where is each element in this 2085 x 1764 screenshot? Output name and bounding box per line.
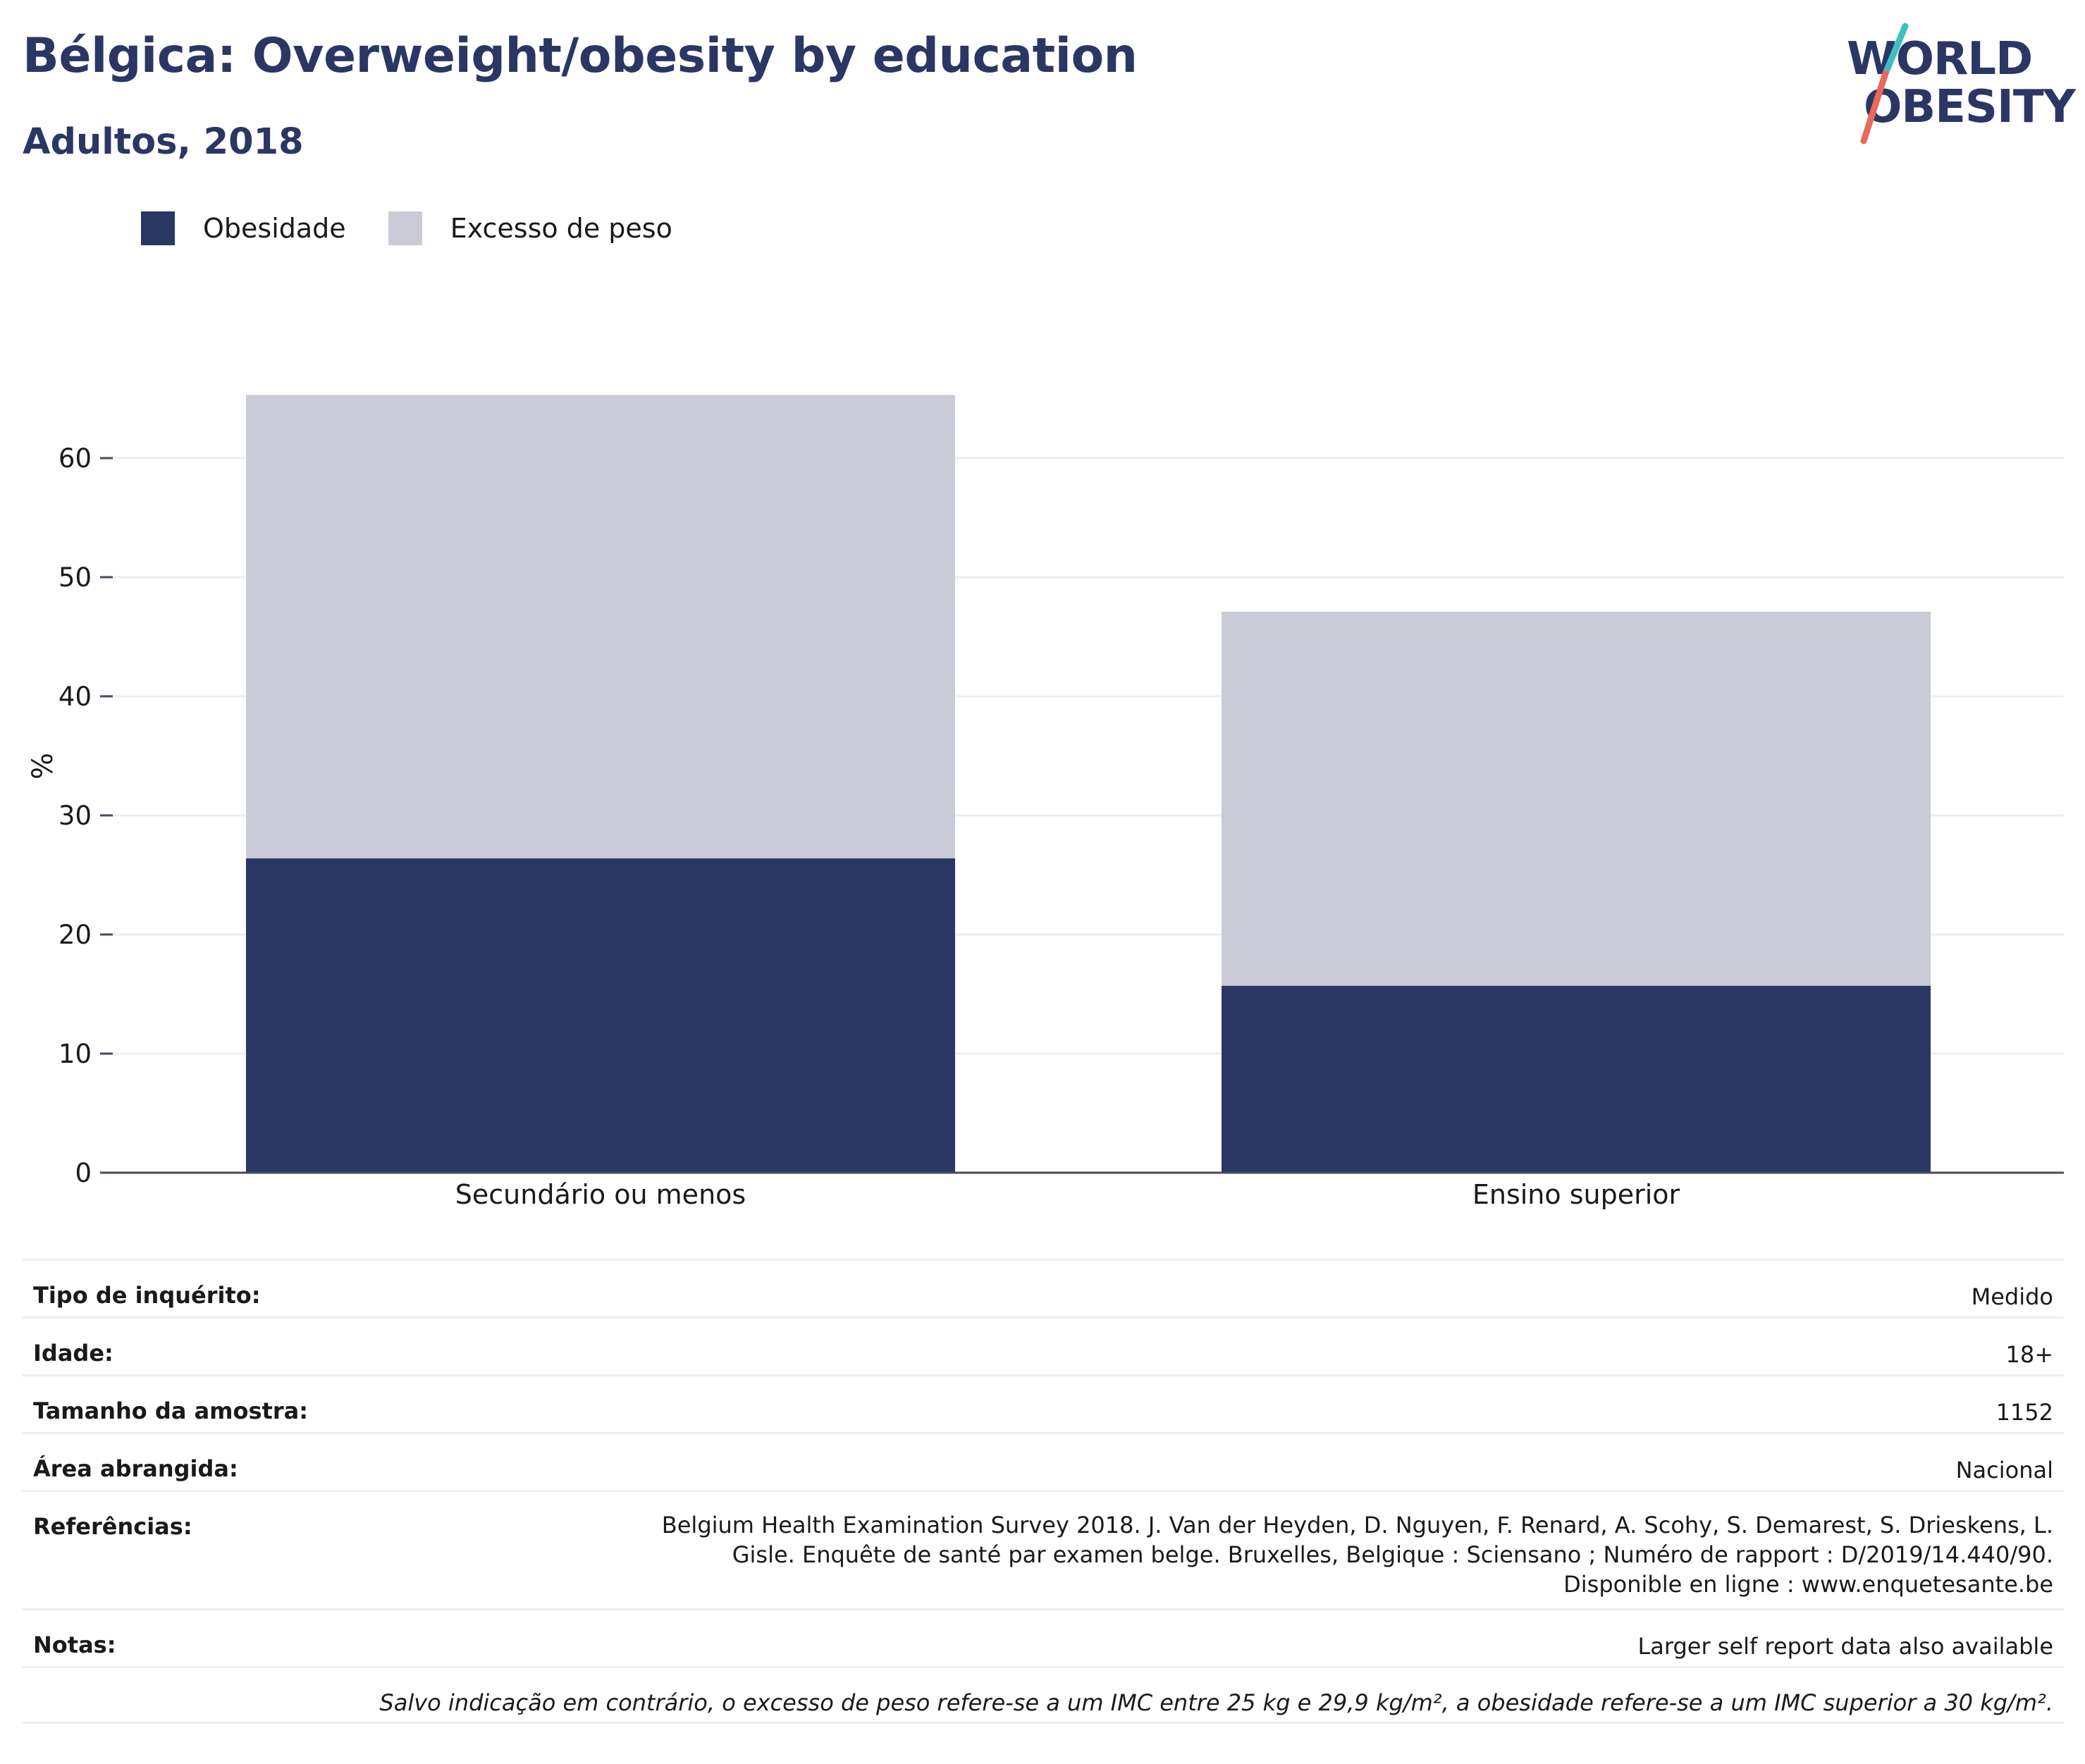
legend-swatch-overweight [388,211,422,245]
info-row: Área abrangida: Nacional [23,1432,2064,1490]
info-row: Referências: Belgium Health Examination S… [23,1490,2064,1608]
y-axis-label: % [27,753,59,779]
y-tick-label: 10 [59,1039,92,1069]
world-obesity-logo: WORLD OBESITY [1833,21,2076,148]
y-tick-label: 40 [59,681,92,712]
info-key: Tipo de inquérito: [33,1282,261,1309]
info-key: Tamanho da amostra: [33,1398,308,1424]
y-tick-label: 0 [75,1158,92,1188]
bar-obesity [1222,985,1931,1173]
logo-word-obesity: OBESITY [1864,81,2076,133]
survey-info-table: Tipo de inquérito: Medido Idade: 18+ Tamanho… [23,1259,2064,1724]
legend-label-obesity: Obesidade [203,213,346,244]
info-row: Notas: Larger self report data also avail… [23,1608,2064,1666]
bar-overweight [1222,612,1931,986]
definition-footnote: Salvo indicação em contrário, o excesso … [23,1666,2064,1724]
logo-slash-icon [1860,23,1909,144]
y-tick-label: 20 [59,920,92,950]
info-key: Notas: [33,1632,116,1658]
legend-swatch-obesity [141,211,175,245]
legend-item-obesity: Obesidade [141,211,346,245]
info-row: Idade: 18+ [23,1316,2064,1374]
bar-obesity [246,858,955,1173]
info-value: Belgium Health Examination Survey 2018. … [661,1512,2053,1598]
info-value: Larger self report data also available [1637,1633,2053,1660]
chart-title: Bélgica: Overweight/obesity by education [23,28,1138,84]
info-key: Área abrangida: [33,1455,238,1482]
y-tick-label: 50 [59,562,92,593]
info-value: 18+ [2005,1341,2053,1368]
legend-item-overweight: Excesso de peso [388,211,672,245]
y-tick-label: 60 [59,443,92,474]
chart-legend: Obesidade Excesso de peso [141,210,715,247]
y-tick-label: 30 [59,801,92,831]
bar-overweight [246,395,955,858]
x-tick-label: Ensino superior [1472,1179,1680,1210]
info-value: Medido [1971,1283,2053,1310]
bar-chart: 0 10 20 30 40 50 60 Secundário ou menos Ensino … [27,395,2064,1210]
info-key: Referências: [33,1513,192,1540]
legend-label-overweight: Excesso de peso [450,213,672,244]
logo-word-world: WORLD [1847,33,2033,85]
x-tick-label: Secundário ou menos [455,1179,746,1210]
info-value: 1152 [1995,1399,2053,1426]
info-row: Tamanho da amostra: 1152 [23,1374,2064,1432]
info-value: Nacional [1955,1457,2053,1484]
info-key: Idade: [33,1340,113,1367]
chart-subtitle: Adultos, 2018 [23,121,304,163]
info-row: Tipo de inquérito: Medido [23,1259,2064,1316]
